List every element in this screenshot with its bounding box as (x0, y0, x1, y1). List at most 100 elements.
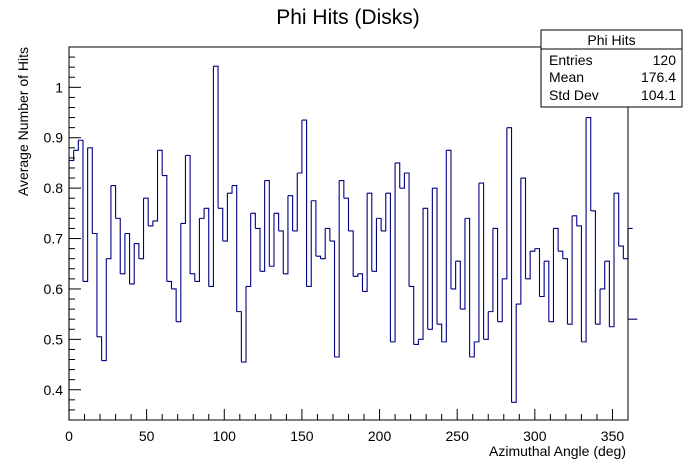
histogram-bin (152, 150, 159, 222)
histogram-bin (576, 225, 582, 342)
histogram-bin (92, 232, 98, 337)
histogram-bin (129, 243, 135, 285)
histogram-bin (362, 193, 368, 293)
histogram-bin (614, 192, 620, 247)
y-tick-label: 0.5 (44, 331, 64, 347)
histogram-bin (283, 195, 289, 275)
histogram-bin (176, 223, 182, 323)
x-tick-label: 200 (368, 428, 392, 444)
x-tick-label: 100 (213, 428, 237, 444)
histogram-bin (259, 180, 266, 272)
histogram-bin (246, 213, 252, 287)
histogram-bin (194, 218, 200, 282)
histogram-bin (413, 339, 419, 345)
histogram-bin (320, 228, 326, 260)
histogram-bin (492, 227, 499, 322)
histogram-bin (311, 200, 317, 257)
histogram-bin (166, 280, 173, 289)
histogram-bin (483, 311, 489, 340)
histogram-bin (525, 251, 531, 280)
histogram-bin (148, 220, 154, 227)
stats-entries-label: Entries (549, 52, 593, 68)
histogram-bin (334, 180, 340, 358)
y-tick-label: 0.7 (44, 231, 64, 247)
histogram-bin (278, 230, 284, 274)
histogram-bin (437, 323, 443, 342)
histogram-bin (120, 233, 126, 275)
histogram-bin (441, 150, 447, 343)
histogram-bin (315, 255, 322, 259)
histogram-bin (115, 217, 121, 274)
histogram-bin (385, 192, 391, 342)
histogram-bin (618, 245, 624, 259)
histogram-bin (376, 217, 382, 231)
x-axis: 0 50 100 150 200 250 300 350 (65, 409, 629, 444)
histogram-bin (409, 285, 415, 345)
y-tick-label: 0.6 (44, 281, 64, 297)
histogram-bin (353, 273, 359, 277)
histogram-bin (609, 193, 615, 328)
stats-box-title: Phi Hits (587, 32, 635, 48)
histogram-bin (464, 217, 471, 357)
histogram-bin (306, 200, 312, 287)
histogram-bin (96, 336, 103, 361)
y-tick-label: 0.9 (44, 130, 64, 146)
stats-stddev-value: 104.1 (641, 87, 676, 103)
histogram-bin (273, 212, 280, 231)
histogram-bin (157, 149, 163, 176)
stats-mean-label: Mean (549, 69, 584, 85)
stats-stddev-label: Std Dev (549, 87, 599, 103)
histogram-bin (381, 193, 387, 232)
histogram-bin (255, 227, 261, 272)
histogram-bin (287, 195, 294, 231)
histogram-bin (185, 154, 191, 274)
histogram-bin (297, 120, 303, 174)
histogram-bin (586, 117, 592, 211)
y-axis-label: Average Number of Hits (15, 47, 31, 196)
histogram-bin (600, 261, 606, 290)
histogram-bin (562, 258, 568, 325)
histogram-bin (325, 227, 331, 242)
histogram-bin (222, 193, 228, 242)
histogram-bin (241, 286, 247, 363)
histogram-bin (474, 183, 480, 343)
histogram-bin (106, 185, 112, 260)
histogram-bin (138, 198, 145, 260)
histogram-bin (581, 117, 587, 343)
histogram-bin (82, 147, 89, 282)
histogram-bin (450, 261, 457, 290)
histogram-bin (497, 278, 503, 323)
histogram-bin (544, 260, 550, 322)
stats-box: Phi Hits Entries 120 Mean 176.4 Std Dev … (540, 29, 683, 108)
y-tick-label: 0.4 (44, 382, 64, 398)
histogram-bin (329, 240, 336, 357)
histogram-bin (404, 172, 410, 287)
histogram-bin (553, 227, 559, 252)
histogram-bin (208, 66, 214, 287)
histogram-bin (134, 243, 140, 259)
histogram-bin (213, 65, 219, 209)
histogram-bin (367, 192, 373, 272)
histogram-bin (511, 304, 517, 403)
histogram-bin (595, 288, 601, 325)
histogram-bin (171, 288, 177, 322)
stats-box-frame (540, 29, 683, 108)
histogram-bin (520, 177, 527, 279)
histogram-bin (390, 162, 396, 343)
histogram-bin (418, 208, 424, 340)
histogram-bin (530, 248, 536, 252)
histogram-bin (73, 140, 79, 151)
histogram-bin (218, 207, 224, 242)
histogram-bin (446, 149, 452, 289)
histogram-bin (110, 185, 117, 219)
histogram-bin (264, 180, 270, 267)
histogram-bin (399, 173, 405, 189)
stats-mean-value: 176.4 (641, 69, 676, 85)
histogram-bin (227, 185, 233, 194)
histogram-bin (427, 188, 433, 330)
histogram-bin (78, 139, 84, 282)
histogram-bin (572, 215, 578, 226)
histogram-bin (204, 207, 210, 287)
x-tick-label: 50 (139, 428, 155, 444)
